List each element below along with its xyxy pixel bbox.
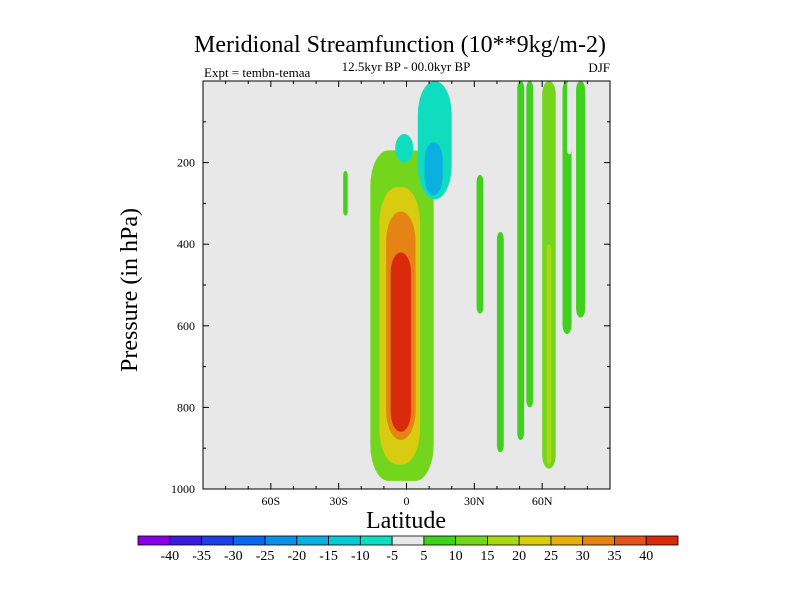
x-tick-label: 30N bbox=[464, 494, 485, 508]
colorbar-label: -20 bbox=[287, 549, 306, 564]
y-tick-label: 800 bbox=[177, 400, 195, 414]
contour-region-positive bbox=[546, 244, 552, 465]
contour-region-positive bbox=[496, 231, 504, 453]
colorbar-swatch bbox=[614, 535, 647, 546]
y-tick-label: 600 bbox=[177, 319, 195, 333]
colorbar-swatch bbox=[455, 535, 488, 546]
y-axis: 200 400 600 800 1000 bbox=[171, 121, 610, 496]
colorbar-label: 15 bbox=[480, 549, 494, 564]
colorbar-swatch bbox=[264, 535, 298, 546]
colorbar-swatch bbox=[137, 535, 171, 546]
colorbar-swatch bbox=[645, 535, 679, 546]
contour-region-negative bbox=[460, 199, 470, 228]
chart-title: Meridional Streamfunction (10**9kg/m-2) bbox=[194, 32, 606, 58]
y-tick-label: 400 bbox=[177, 237, 195, 251]
colorbar-label: -40 bbox=[160, 549, 179, 564]
colorbar-swatch bbox=[359, 535, 393, 546]
colorbar-label: -35 bbox=[192, 549, 211, 564]
colorbar-swatch bbox=[328, 535, 361, 546]
contour-region-negative bbox=[424, 142, 443, 196]
colorbar-label: 5 bbox=[420, 549, 427, 564]
colorbar-swatch bbox=[232, 535, 266, 546]
colorbar-label: -5 bbox=[386, 549, 398, 564]
contour-region-negative bbox=[395, 134, 414, 163]
contour-region-positive bbox=[390, 252, 412, 432]
x-tick-label: 0 bbox=[404, 494, 410, 508]
x-axis-label: Latitude bbox=[366, 508, 446, 534]
colorbar-swatch bbox=[169, 535, 202, 546]
x-tick-label: 30S bbox=[329, 494, 348, 508]
contour-region-negative bbox=[250, 81, 258, 432]
colorbar-label: -15 bbox=[319, 549, 338, 564]
colorbar-swatch bbox=[582, 535, 615, 546]
colorbar-label: 35 bbox=[607, 549, 621, 564]
contour-region-positive bbox=[517, 81, 525, 441]
chart-subtitle: 12.5kyr BP - 00.0kyr BP bbox=[342, 59, 471, 74]
colorbar-swatch bbox=[423, 535, 457, 546]
contour-region-positive bbox=[576, 81, 586, 318]
colorbar-label: -30 bbox=[224, 549, 243, 564]
colorbar-label: 10 bbox=[449, 549, 463, 564]
y-tick-label: 1000 bbox=[171, 482, 195, 496]
colorbar-label: -25 bbox=[256, 549, 275, 564]
colorbar-swatch bbox=[296, 535, 329, 546]
colorbar-label: 25 bbox=[544, 549, 558, 564]
colorbar-label: 30 bbox=[576, 549, 590, 564]
colorbar-label: 40 bbox=[639, 549, 653, 564]
colorbar-label: -10 bbox=[351, 549, 370, 564]
colorbar-swatch bbox=[518, 535, 552, 546]
x-tick-label: 60N bbox=[532, 494, 553, 508]
colorbar-swatch bbox=[487, 535, 520, 546]
colorbar-swatch bbox=[201, 535, 234, 546]
colorbar-swatch bbox=[550, 535, 584, 546]
contour-region-negative bbox=[225, 81, 233, 408]
contour-region-positive bbox=[476, 174, 484, 314]
y-tick-label: 200 bbox=[177, 156, 195, 170]
x-axis: 60S 30S 0 30N 60N bbox=[225, 81, 588, 508]
x-tick-label: 60S bbox=[261, 494, 280, 508]
colorbar-swatch bbox=[391, 535, 425, 546]
colorbar-label: 20 bbox=[512, 549, 526, 564]
contour-region-negative bbox=[277, 199, 289, 449]
plot-area bbox=[202, 80, 611, 490]
y-axis-label: Pressure (in hPa) bbox=[117, 208, 143, 372]
season-label: DJF bbox=[588, 60, 610, 75]
experiment-label: Expt = tembn-temaa bbox=[204, 65, 310, 80]
contour-region-positive bbox=[526, 81, 534, 408]
contour-region-negative bbox=[567, 81, 572, 155]
contour-region-positive bbox=[343, 170, 348, 216]
contour-fields bbox=[225, 81, 586, 481]
colorbar: -40 -35 -30 -25 -20 -15 -10 -5 5 10 15 20 25 30 35 40 bbox=[137, 535, 679, 564]
